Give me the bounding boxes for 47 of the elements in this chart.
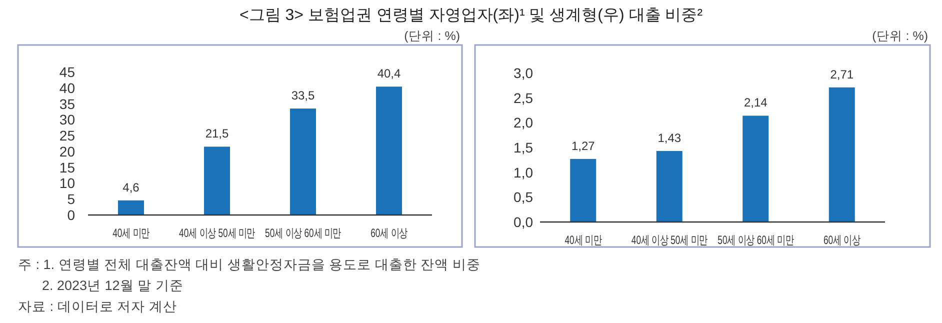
bar [828, 87, 855, 222]
y-tick-label: 30 [59, 112, 76, 128]
x-tick-label: 60세 이상 [370, 228, 408, 240]
x-tick-label: 50세 이상 60세 미만 [718, 234, 794, 248]
data-label: 2,71 [830, 67, 854, 82]
chart-subtitle: (단위 : %) [404, 29, 460, 43]
data-label: 21,5 [205, 126, 229, 141]
y-tick-label: 40 [59, 80, 76, 96]
bar [290, 108, 316, 215]
text: 자료 : 데이터로 저자 계산 [18, 299, 177, 314]
x-tick-label: 40세 이상 50세 미만 [631, 234, 708, 248]
data-label: 33,5 [291, 88, 315, 103]
y-tick-label: 25 [59, 128, 76, 144]
y-tick-label: 3,0 [514, 65, 534, 81]
chart-subtitle: (단위 : %) [872, 29, 928, 43]
data-label: 4,6 [122, 180, 140, 194]
bar [118, 200, 144, 215]
y-tick-label: 1,5 [514, 140, 534, 156]
text: 주 : 1. 연령별 전체 대출잔액 대비 생활안정자금을 용도로 대출한 잔액 비중 [18, 257, 480, 272]
x-tick-label: 40세 이상 50세 미만 [179, 228, 255, 240]
y-tick-label: 2,5 [514, 90, 534, 106]
y-tick-label: 0,5 [514, 189, 534, 206]
data-label: 2,14 [744, 96, 768, 110]
y-tick-label: 45 [59, 64, 76, 80]
y-tick-label: 0 [67, 207, 76, 223]
data-label: 40,4 [377, 66, 401, 81]
bar [656, 150, 682, 222]
y-tick-label: 1,0 [514, 164, 534, 180]
bar [570, 158, 596, 222]
y-tick-label: 2,0 [514, 114, 534, 131]
y-tick-label: 10 [59, 175, 76, 192]
x-tick-label: 40세 미만 [564, 234, 602, 248]
text: <그림 3> 보험업권 연령별 자영업자(좌)¹ 및 생계형(우) 대출 비중² [239, 7, 704, 24]
y-tick-label: 5 [67, 191, 76, 208]
bar [204, 146, 230, 215]
text: 2. 2023년 12월 말 기준 [42, 278, 184, 293]
y-tick-label: 20 [59, 143, 76, 160]
data-label: 1,43 [658, 130, 682, 145]
y-tick-label: 15 [59, 159, 76, 176]
data-label: 1,27 [571, 138, 596, 153]
x-tick-label: 40세 미만 [112, 228, 150, 240]
y-tick-label: 0,0 [514, 214, 534, 230]
bar [742, 116, 769, 222]
bar [376, 86, 402, 215]
y-tick-label: 35 [59, 96, 76, 112]
x-tick-label: 60세 이상 [823, 234, 860, 248]
x-tick-label: 50세 이상 60세 미만 [265, 228, 341, 240]
